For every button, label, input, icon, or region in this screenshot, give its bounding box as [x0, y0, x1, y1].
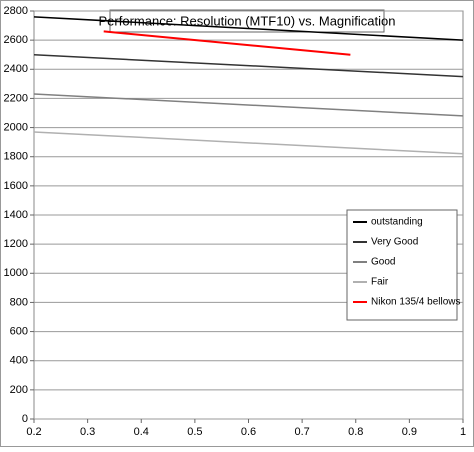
x-tick-label: 0.2: [26, 426, 41, 438]
legend-label: Fair: [371, 277, 389, 288]
x-tick-label: 0.5: [187, 426, 202, 438]
y-tick-label: 1000: [4, 267, 28, 279]
y-tick-label: 400: [10, 355, 28, 367]
x-tick-label: 1: [460, 426, 466, 438]
y-tick-label: 2400: [4, 63, 28, 75]
series-line: [33, 131, 464, 155]
y-tick-label: 1800: [4, 151, 28, 163]
x-tick-label: 0.7: [294, 426, 309, 438]
series-line: [33, 53, 464, 78]
y-tick-label: 800: [10, 296, 28, 308]
chart-title: Performance: Resolution (MTF10) vs. Magn…: [99, 13, 396, 28]
series-line: [33, 93, 464, 117]
y-tick-label: 1400: [4, 209, 28, 221]
y-tick-label: 2200: [4, 92, 28, 104]
y-tick-label: 0: [22, 413, 28, 425]
x-tick-label: 0.6: [241, 426, 256, 438]
y-tick-label: 1600: [4, 180, 28, 192]
legend-label: Nikon 135/4 bellows: [371, 297, 461, 308]
x-tick-label: 0.9: [402, 426, 417, 438]
y-tick-label: 2800: [4, 5, 28, 17]
x-tick-label: 0.3: [80, 426, 95, 438]
series-line: [33, 16, 464, 41]
y-tick-label: 200: [10, 384, 28, 396]
y-tick-label: 2000: [4, 121, 28, 133]
legend-label: Very Good: [371, 237, 418, 248]
series-line: [103, 30, 351, 56]
legend-label: Good: [371, 257, 395, 268]
legend-label: outstanding: [371, 217, 423, 228]
y-tick-label: 1200: [4, 238, 28, 250]
x-tick-label: 0.4: [134, 426, 149, 438]
x-tick-label: 0.8: [348, 426, 363, 438]
y-tick-label: 2600: [4, 34, 28, 46]
y-tick-label: 600: [10, 325, 28, 337]
